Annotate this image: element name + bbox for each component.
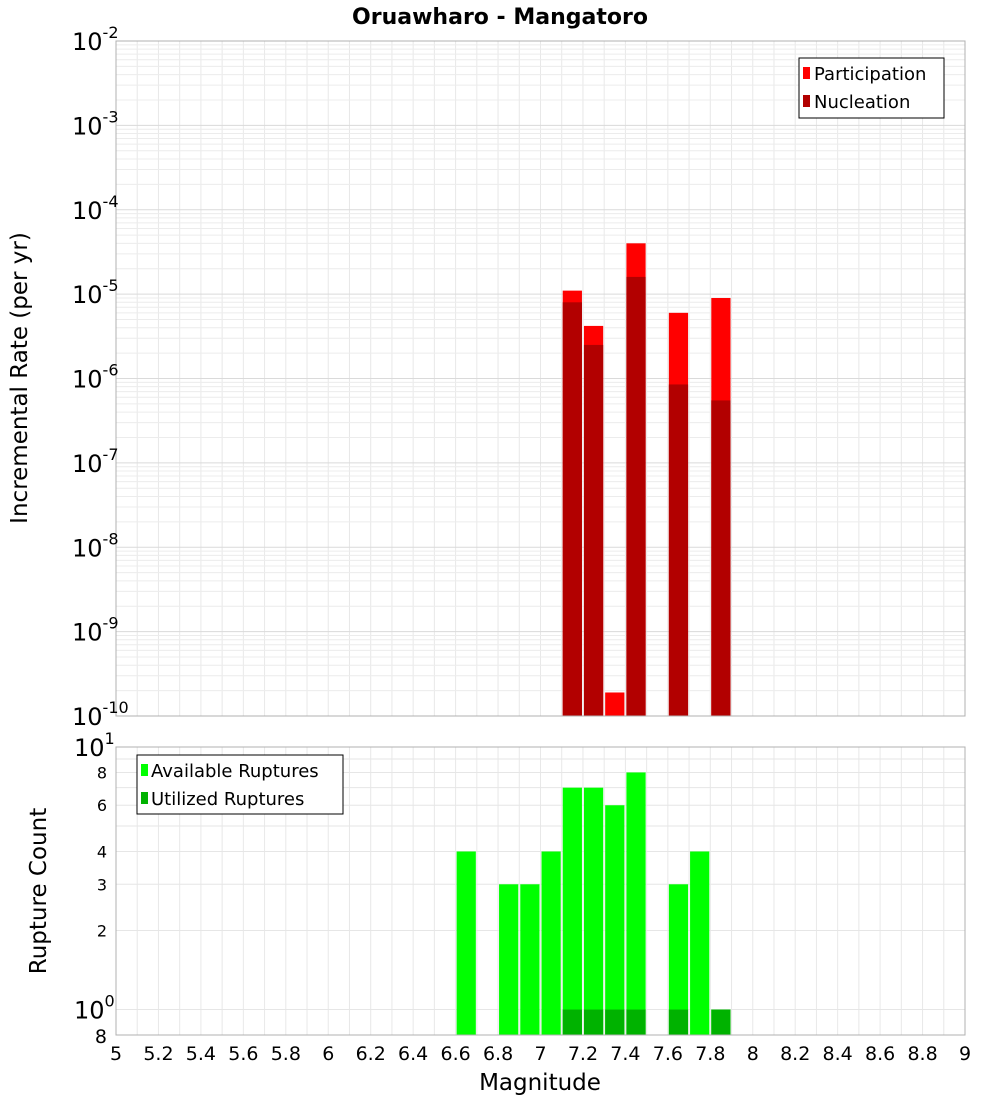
available-ruptures-bar [626, 772, 646, 1035]
legend-nucleation-label: Nucleation [814, 92, 910, 113]
rate-y-tick-label: 10-10 [72, 698, 129, 731]
nucleation-bar [562, 302, 582, 716]
nucleation-bar [583, 344, 604, 716]
x-tick-label: 9 [959, 1043, 971, 1065]
legend-nucleation-swatch [803, 95, 810, 107]
rate-y-tick-labels: 10-10 10-9 10-8 10-7 10-6 10-5 10-4 10-3 10-2 [72, 23, 129, 731]
count-y-tick-label: 2 [97, 922, 107, 941]
rate-y-tick-label: 10-5 [72, 276, 119, 309]
rate-gridlines [115, 41, 966, 717]
x-tick-label: 6 [322, 1043, 334, 1065]
count-legend-box [136, 754, 344, 815]
x-tick-label: 8.2 [780, 1043, 810, 1065]
count-y-tick-label: 6 [97, 796, 107, 815]
count-bars [456, 772, 731, 1035]
rate-y-tick-label: 10-3 [72, 107, 119, 140]
available-ruptures-bar [668, 884, 689, 1035]
rate-y-tick-label: 10-4 [72, 192, 119, 225]
available-ruptures-bar [562, 787, 582, 1035]
x-tick-label: 6.2 [356, 1043, 386, 1065]
x-tick-label: 5.6 [228, 1043, 258, 1065]
count-y-tick-label: 4 [97, 842, 107, 861]
nucleation-bar [668, 384, 689, 716]
x-tick-label: 5.4 [186, 1043, 216, 1065]
count-legend: Available Ruptures Utilized Ruptures [136, 754, 344, 815]
utilized-ruptures-bar [562, 1009, 582, 1035]
participation-bar [605, 692, 625, 716]
x-axis-label: Magnitude [479, 1070, 601, 1096]
available-ruptures-bar [583, 787, 604, 1035]
nucleation-bar [626, 276, 646, 716]
legend-utilized-swatch [141, 792, 148, 804]
available-ruptures-bar [456, 851, 476, 1035]
rate-y-tick-label: 10-7 [72, 445, 119, 478]
rate-y-tick-label: 10-6 [72, 361, 119, 394]
count-y-power-label: 101 [74, 729, 115, 762]
count-y-tick-label: 8 [95, 1026, 107, 1048]
rate-legend-box [798, 57, 945, 119]
legend-utilized-label: Utilized Ruptures [151, 789, 304, 810]
rate-y-tick-label: 10-9 [72, 614, 119, 647]
legend-available-swatch [141, 764, 148, 776]
x-tick-label: 6.4 [398, 1043, 428, 1065]
rate-y-axis-label: Incremental Rate (per yr) [7, 232, 33, 524]
rate-bars [562, 243, 731, 717]
count-y-axis-label: Rupture Count [26, 808, 52, 974]
count-y-power-label: 100 [74, 992, 115, 1025]
x-tick-labels: 5 5.2 5.4 5.6 5.8 6 6.2 6.4 6.6 6.8 7 7.2 7.4 7.6 7.8 8… [110, 1043, 971, 1065]
available-ruptures-bar [541, 851, 561, 1035]
legend-participation-swatch [803, 67, 810, 79]
utilized-ruptures-bar [711, 1009, 731, 1035]
x-tick-label: 7.6 [653, 1043, 683, 1065]
chart-title: Oruawharo - Mangatoro [352, 5, 648, 30]
rate-panel: 10-10 10-9 10-8 10-7 10-6 10-5 10-4 10-3 10-2 In… [7, 23, 966, 731]
x-tick-label: 7.2 [568, 1043, 598, 1065]
x-tick-label: 5.2 [143, 1043, 173, 1065]
available-ruptures-bar [499, 884, 519, 1035]
x-tick-label: 6.8 [483, 1043, 513, 1065]
count-y-tick-label: 8 [97, 763, 107, 782]
x-tick-label: 8.4 [823, 1043, 853, 1065]
count-y-tick-label: 3 [97, 875, 107, 894]
x-tick-label: 8 [747, 1043, 759, 1065]
x-tick-label: 7 [534, 1043, 546, 1065]
rate-legend: Participation Nucleation [798, 57, 945, 119]
utilized-ruptures-bar [583, 1009, 604, 1035]
x-tick-label: 7.4 [610, 1043, 640, 1065]
rate-plot-frame [115, 40, 966, 717]
available-ruptures-bar [690, 851, 710, 1035]
x-tick-label: 5 [110, 1043, 122, 1065]
rate-y-tick-label: 10-2 [72, 23, 119, 56]
available-ruptures-bar [520, 884, 540, 1035]
available-ruptures-bar [605, 805, 625, 1035]
legend-participation-label: Participation [814, 64, 926, 85]
count-plot-frame [115, 746, 966, 1036]
x-tick-label: 8.8 [907, 1043, 937, 1065]
utilized-ruptures-bar [605, 1009, 625, 1035]
x-tick-label: 6.6 [440, 1043, 470, 1065]
utilized-ruptures-bar [668, 1009, 689, 1035]
nucleation-bar [711, 400, 731, 716]
rate-y-tick-label: 10-8 [72, 529, 119, 562]
x-tick-label: 7.8 [695, 1043, 725, 1065]
utilized-ruptures-bar [626, 1009, 646, 1035]
x-tick-label: 8.6 [865, 1043, 895, 1065]
x-tick-label: 5.8 [271, 1043, 301, 1065]
legend-available-label: Available Ruptures [151, 761, 319, 782]
